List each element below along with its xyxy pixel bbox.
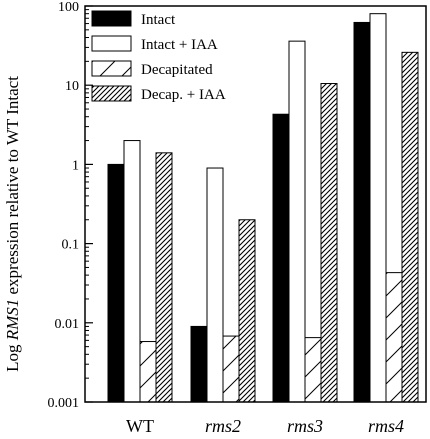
- plot-frame: [84, 5, 427, 403]
- y-axis-label-gene: RMS1: [3, 299, 22, 342]
- bar-rms2-intact-iaa: [206, 167, 224, 403]
- bar-wt-intact-iaa: [123, 140, 141, 403]
- y-tick-label: 1: [72, 158, 79, 173]
- bar-group-rms3: [272, 40, 338, 403]
- legend-swatch-intact: [91, 10, 132, 27]
- x-axis: WT rms2 rms3 rms4: [126, 416, 404, 436]
- bar-group-rms2: [190, 167, 256, 403]
- x-tick-label-wt: WT: [126, 416, 154, 436]
- legend-item-intact-iaa: Intact + IAA: [91, 35, 218, 53]
- bar-rms2-intact: [190, 325, 208, 403]
- bar-group-rms4: [353, 13, 419, 403]
- legend-item-decapitated: Decapitated: [91, 60, 213, 78]
- x-tick-label-rms3: rms3: [287, 416, 323, 436]
- bar-wt-intact: [107, 163, 125, 403]
- x-tick-label-rms4: rms4: [368, 416, 404, 436]
- bar-rms3-intact-iaa: [288, 40, 306, 403]
- legend: Intact Intact + IAA Decapitated Decap. + IA…: [91, 10, 226, 103]
- bar-rms3-decapitated: [304, 337, 322, 403]
- bar-group-wt: [107, 140, 173, 403]
- legend-label-decapitated: Decapitated: [141, 62, 213, 78]
- legend-item-intact: Intact: [91, 10, 176, 28]
- y-axis-label-suffix: expression relative to WT Intact: [3, 76, 22, 299]
- x-tick-label-rms2: rms2: [205, 416, 241, 436]
- bar-rms3-decap-iaa: [320, 83, 338, 403]
- bar-rms4-decap-iaa: [401, 51, 419, 403]
- bar-rms3-intact: [272, 113, 290, 403]
- y-tick-label: 100: [58, 0, 79, 15]
- legend-item-decap-iaa: Decap. + IAA: [91, 85, 226, 103]
- bar-rms4-intact: [353, 21, 371, 403]
- y-tick-label: 0.1: [62, 238, 80, 253]
- legend-swatch-decap-iaa: [91, 85, 132, 102]
- y-tick-label: 0.01: [55, 317, 80, 332]
- bar-rms4-decapitated: [385, 272, 403, 403]
- y-tick-label: 10: [65, 79, 79, 94]
- bar-wt-decap-iaa: [155, 152, 173, 403]
- bar-rms4-intact-iaa: [369, 13, 387, 403]
- bar-rms2-decap-iaa: [238, 219, 256, 403]
- y-axis-label: Log RMS1 expression relative to WT Intac…: [3, 76, 22, 372]
- legend-label-intact-iaa: Intact + IAA: [141, 37, 218, 53]
- legend-label-intact: Intact: [141, 12, 176, 28]
- bar-wt-decapitated: [139, 341, 157, 403]
- y-axis: 0.001 0.01 0.1 1 10 100: [48, 0, 93, 411]
- bar-rms2-decapitated: [222, 335, 240, 403]
- legend-swatch-intact-iaa: [91, 35, 132, 52]
- legend-swatch-decapitated: [91, 60, 132, 77]
- legend-label-decap-iaa: Decap. + IAA: [141, 87, 226, 103]
- y-axis-label-prefix: Log: [3, 340, 22, 372]
- y-tick-label: 0.001: [48, 396, 80, 411]
